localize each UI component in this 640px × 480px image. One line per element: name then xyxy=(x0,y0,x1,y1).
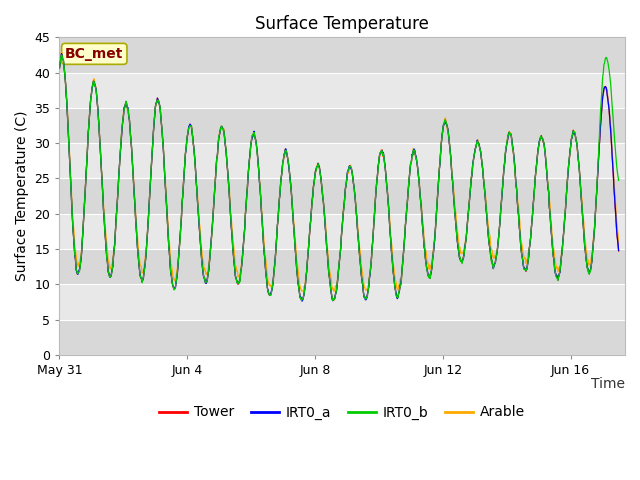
Bar xyxy=(60,179,625,214)
Legend: Tower, IRT0_a, IRT0_b, Arable: Tower, IRT0_a, IRT0_b, Arable xyxy=(154,400,531,425)
Bar xyxy=(60,214,625,249)
Bar xyxy=(60,284,625,320)
Bar xyxy=(60,72,625,108)
Bar xyxy=(60,108,625,143)
Y-axis label: Surface Temperature (C): Surface Temperature (C) xyxy=(15,111,29,281)
Bar xyxy=(60,320,625,355)
Bar xyxy=(60,37,625,72)
Text: Time: Time xyxy=(591,377,625,391)
Bar xyxy=(60,249,625,284)
Bar xyxy=(60,143,625,179)
Text: BC_met: BC_met xyxy=(65,47,124,61)
Title: Surface Temperature: Surface Temperature xyxy=(255,15,429,33)
